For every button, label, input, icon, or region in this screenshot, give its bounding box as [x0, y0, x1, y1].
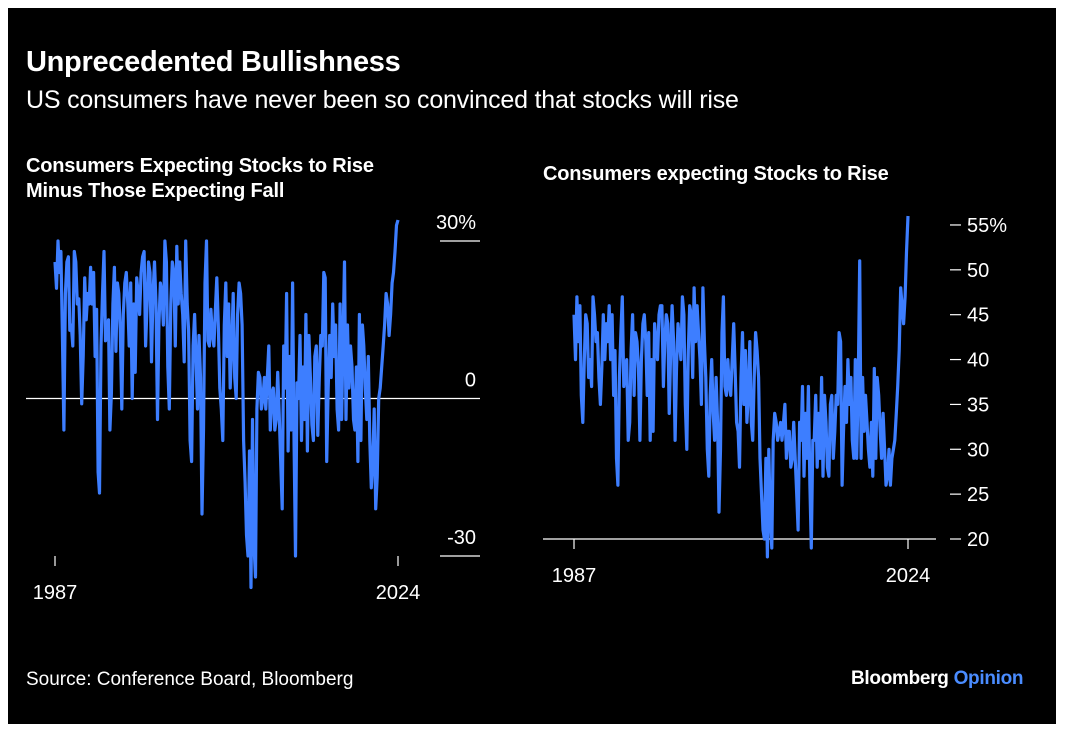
x-tick-label: 1987 — [33, 582, 78, 604]
y-tick-label: 30 — [967, 439, 989, 461]
brand-accent: Opinion — [953, 668, 1024, 689]
source-note: Source: Conference Board, Bloomberg — [26, 669, 354, 690]
left-line-chart: 30% 0 -30 1987 2024 — [26, 212, 480, 604]
series-line — [53, 219, 400, 590]
figure-title: Unprecedented Bullishness — [26, 46, 401, 78]
left-chart-title-line: Consumers Expecting Stocks to Rise — [26, 155, 374, 177]
y-tick-label: 0 — [465, 370, 476, 392]
y-tick-label: 25 — [967, 484, 989, 506]
y-tick-label: 20 — [967, 529, 989, 551]
y-tick-label: -30 — [447, 527, 476, 549]
y-tick-label: 55% — [967, 215, 1007, 237]
y-tick-label: 40 — [967, 350, 989, 372]
right-line-chart: 55% 50 45 40 35 30 25 20 1987 2024 — [543, 215, 1007, 587]
brand-logo: Bloomberg Opinion — [851, 668, 1024, 690]
x-tick-label: 2024 — [886, 565, 931, 587]
figure-subtitle: US consumers have never been so convince… — [26, 86, 739, 114]
chart-figure: Unprecedented Bullishness US consumers h… — [8, 8, 1056, 724]
series-line — [572, 215, 910, 559]
y-tick-label: 50 — [967, 260, 989, 282]
y-tick-label: 45 — [967, 305, 989, 327]
y-tick-label: 30% — [436, 212, 476, 234]
y-tick-label: 35 — [967, 394, 989, 416]
x-tick-label: 1987 — [552, 565, 597, 587]
left-chart-title: Consumers Expecting Stocks to Rise Minus … — [26, 154, 374, 204]
right-chart-title: Consumers expecting Stocks to Rise — [543, 163, 889, 185]
left-chart-title-line: Minus Those Expecting Fall — [26, 180, 285, 202]
brand-name: Bloomberg — [851, 668, 949, 689]
x-tick-label: 2024 — [376, 582, 421, 604]
